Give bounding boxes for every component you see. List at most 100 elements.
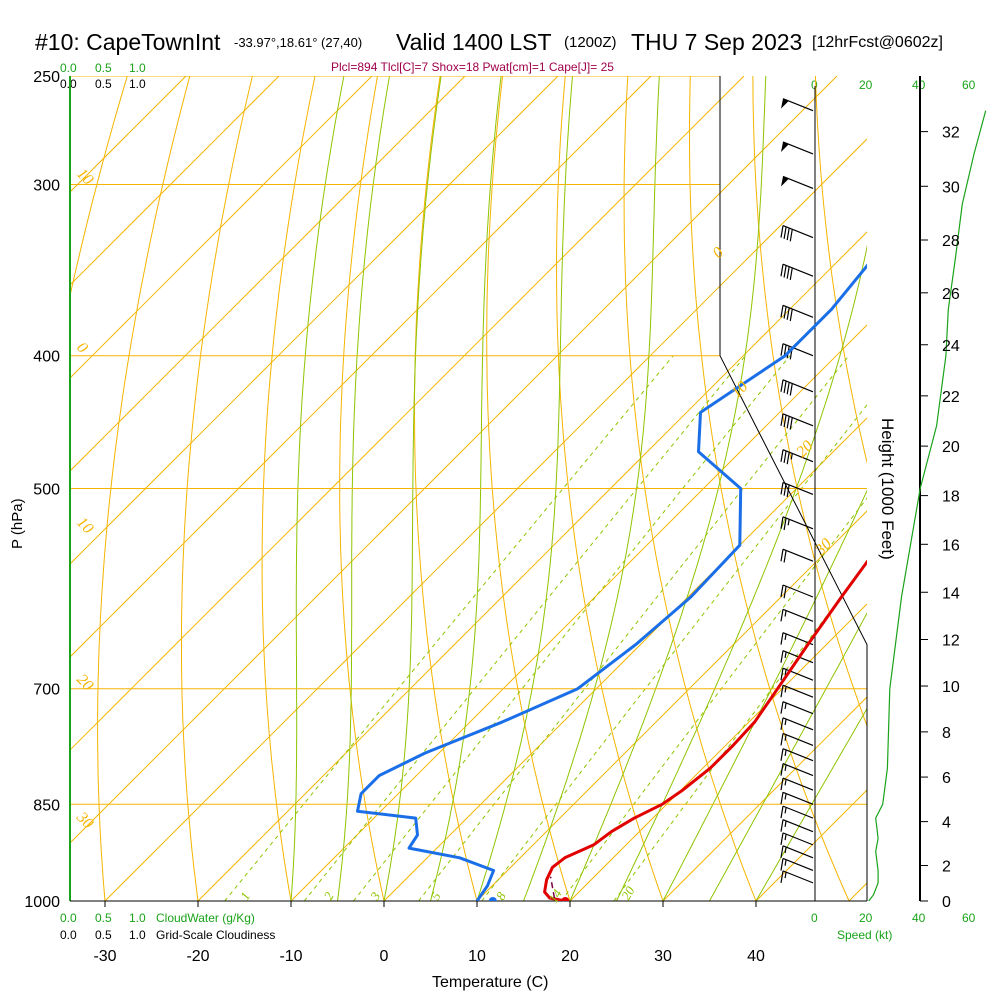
dry-adiabat-line [181,76,253,901]
dry-adiabat-line [414,76,478,901]
cloudiness-tick-top-1: 0.5 [95,77,112,91]
dry-adiabat-line [689,76,850,901]
mixing-ratio-label: 14 [545,886,565,905]
dry-adiabat-label: 0 [710,244,728,262]
speed-tick-top-2: 40 [912,78,926,92]
pressure-tick-label: 500 [33,482,60,499]
station-coords: -33.97°,18.61° (27,40) [234,35,362,50]
wind-barb-feather [784,820,787,827]
wind-barb-staff [782,857,814,872]
wind-barb [780,819,814,833]
sounding-profiles [356,263,867,901]
wind-barb-feather [790,453,793,460]
temperature-tick-label: -10 [279,948,302,965]
height-tick-label: 30 [942,179,960,196]
wind-speed-profile-line [868,110,987,902]
wind-barb-pennant [781,98,789,109]
wind-barb [780,763,814,777]
dry-adiabat-label: 0 [73,339,91,357]
height-tick-label: 20 [942,439,960,456]
wind-barb-feather [786,452,790,465]
height-tick-label: 18 [942,489,960,506]
wind-barb [780,684,814,698]
wind-barb-feather [784,834,787,841]
dry-adiabat-line [752,76,867,728]
cloudwater-tick-top-1: 0.5 [95,61,112,75]
isotherm-line [476,510,867,901]
wind-barb-feather [784,846,787,854]
pressure-tick-label: 250 [33,69,60,86]
wind-barb-feather [786,227,790,241]
wind-barb-feather [783,517,787,531]
wind-barb-staff [782,832,814,846]
cloudiness-tick-bottom-1: 0.5 [95,928,112,942]
parcel-profile-line [549,876,556,899]
wind-panel [780,86,987,902]
cloudwater-label: CloudWater (g/Kg) [156,911,255,925]
wind-barb-staff [782,584,814,598]
moist-adiabat-line [290,76,345,901]
wind-barb-feather [786,382,790,395]
wind-barb-staff [782,717,814,731]
wind-barb-feather [780,701,784,714]
cloudwater-tick-bottom-2: 1.0 [129,911,146,925]
wind-barb-staff [782,516,814,530]
wind-barb-staff [782,608,814,622]
wind-barb-feather [784,633,787,640]
wind-barb-feather [780,650,784,663]
isotherm-line [70,76,373,379]
wind-barb-staff [782,684,814,698]
height-axis-label: Height (1000 Feet) [878,418,897,560]
wind-barb-feather [789,308,793,322]
dry-adiabat-label: 30 [72,808,96,832]
wind-barb-feather [784,872,787,879]
wind-barb-feather [786,307,790,320]
wind-barb-feather [789,267,793,281]
wind-barb-staff [782,667,814,681]
speed-tick-bottom-0: 0 [811,911,818,925]
wind-barb-feather [784,651,787,659]
wind-barb [780,548,814,563]
height-tick-label: 22 [942,389,960,406]
mixing-ratio-line [303,355,746,901]
dry-adiabat-label: 20 [73,671,96,694]
moist-adiabat-line [755,707,867,901]
mixing-ratio-line [560,497,867,901]
wind-barb-feather [787,519,790,526]
wind-barb-feather [780,516,784,529]
pressure-tick-label: 1000 [24,894,60,911]
wind-barb-feather [786,416,790,429]
isotherm-line [70,76,652,658]
wind-barb-feather [789,383,793,396]
moist-adiabat-line [383,76,442,901]
valid-date: THU 7 Sep 2023 [631,29,802,55]
wind-barb [780,584,814,599]
wind-barb-feather [784,718,787,726]
mixing-ratio-label: 20 [618,883,638,902]
wind-barb-feather [784,669,787,676]
isotherm-line [104,138,867,901]
wind-barb [780,667,814,681]
temperature-tick-label: 40 [747,948,765,965]
moist-adiabat-line [337,76,390,901]
wind-barb-feather [786,266,790,279]
y-axis-label: P (hPa) [9,498,26,549]
wind-barb [780,777,814,791]
wind-barb-feather [789,229,793,242]
temperature-tick-label: 0 [380,948,389,965]
wind-barb-feather [786,484,790,497]
wind-barb [780,449,814,465]
moist-adiabat-line [523,76,660,901]
wind-barb-feather [780,806,784,819]
height-tick-label: 2 [942,859,951,876]
height-tick-label: 28 [942,233,960,250]
wind-barb [780,870,814,884]
wind-barb-feather [780,632,784,645]
wind-barb-feather [780,717,784,730]
dewpoint-profile-line [356,263,867,901]
height-tick-label: 8 [942,725,951,742]
wind-barb [780,791,814,805]
height-tick-label: 12 [942,632,960,649]
